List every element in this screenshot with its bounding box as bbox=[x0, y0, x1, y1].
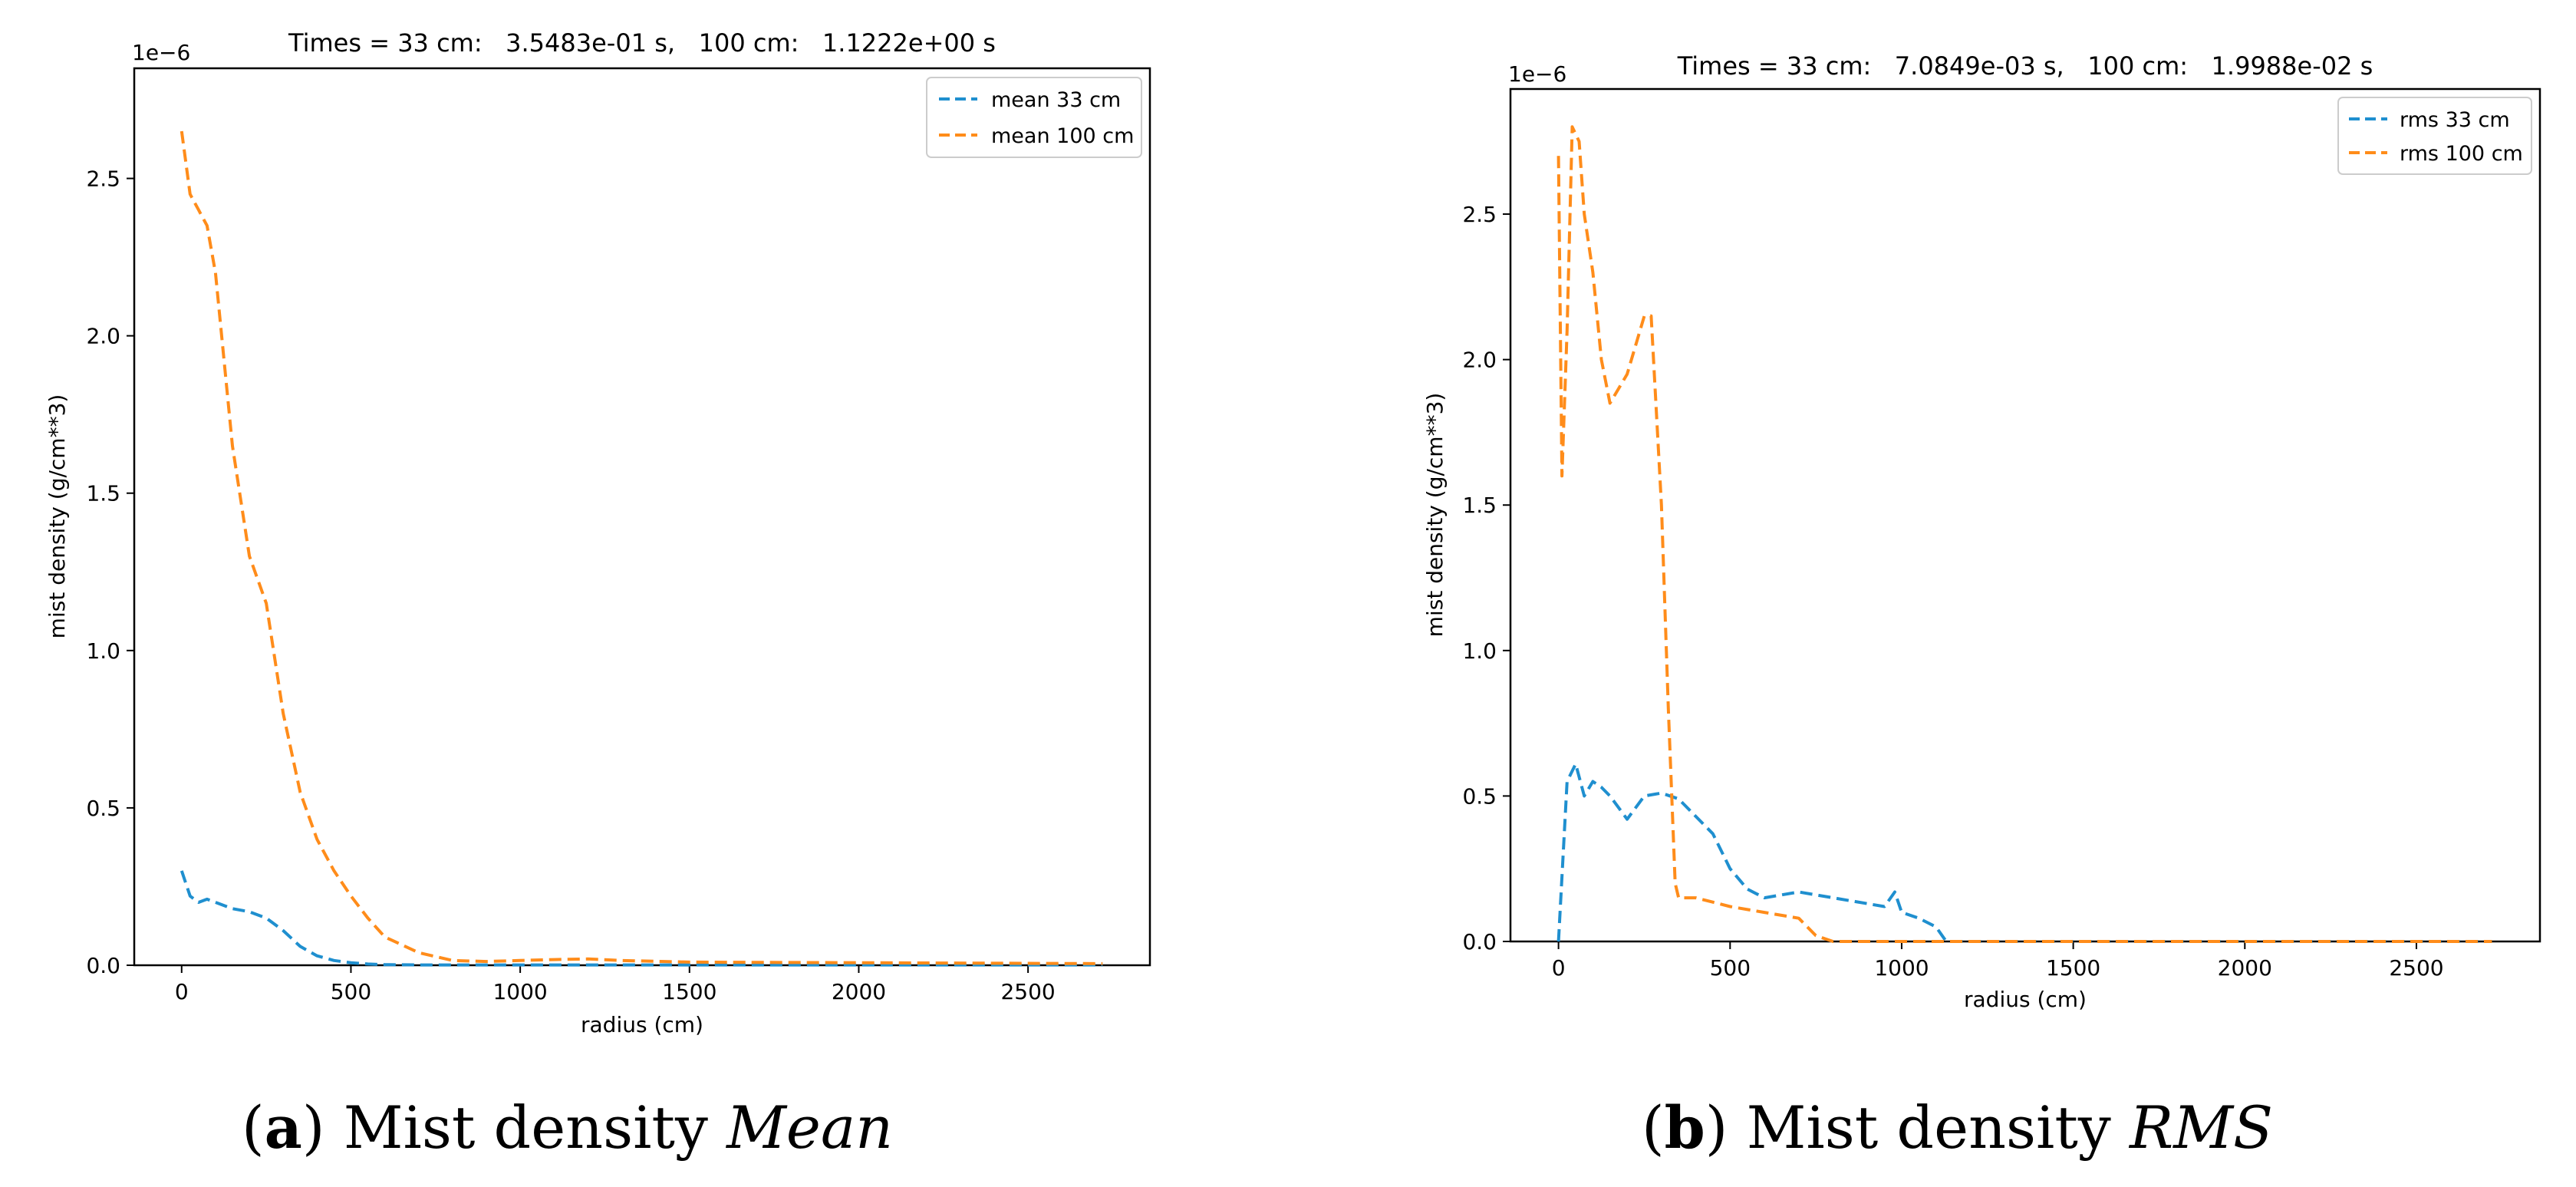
y-tick-label: 2.0 bbox=[1462, 348, 1497, 373]
x-tick-label: 2000 bbox=[2218, 955, 2272, 981]
x-tick-label: 2500 bbox=[1000, 979, 1055, 1004]
x-tick-label: 1000 bbox=[492, 979, 547, 1004]
y-tick-label: 1.0 bbox=[86, 638, 120, 664]
series-line-mean-33-cm bbox=[180, 870, 1103, 967]
caption-emphasis: RMS bbox=[2129, 1093, 2274, 1162]
caption-text: Mist density bbox=[1746, 1093, 2111, 1162]
chart-panel-mean: Times = 33 cm: 3.5483e-01 s, 100 cm: 1.1… bbox=[44, 28, 1151, 1037]
y-axis-ticks: 0.0 0.5 1.0 1.5 2.0 2.5 bbox=[1462, 202, 1510, 955]
caption-a: (a) Mist density Mean bbox=[242, 1093, 894, 1162]
legend-box bbox=[926, 77, 1142, 158]
y-tick-label: 0.5 bbox=[1462, 783, 1497, 809]
series-line-rms-100-cm bbox=[1556, 125, 2492, 943]
x-tick-label: 2000 bbox=[832, 979, 886, 1004]
x-tick-label: 1500 bbox=[2046, 955, 2100, 981]
caption-label: a bbox=[264, 1093, 302, 1162]
legend-label-rms-100: rms 100 cm bbox=[2400, 142, 2523, 166]
legend: rms 33 cm rms 100 cm bbox=[2337, 97, 2532, 175]
legend: mean 33 cm mean 100 cm bbox=[926, 77, 1142, 158]
y-axis-ticks: 0.0 0.5 1.0 1.5 2.0 2.5 bbox=[86, 167, 134, 978]
legend-label-mean-100: mean 100 cm bbox=[991, 124, 1134, 148]
chart-title: Times = 33 cm: 3.5483e-01 s, 100 cm: 1.1… bbox=[288, 28, 996, 58]
y-tick-label: 0.0 bbox=[86, 953, 120, 978]
y-axis-label: mist density (g/cm**3) bbox=[44, 394, 70, 639]
legend-box bbox=[2337, 97, 2532, 175]
plot-area-frame bbox=[133, 67, 1151, 967]
x-axis-label: radius (cm) bbox=[1964, 987, 2087, 1012]
y-tick-label: 2.5 bbox=[1462, 202, 1497, 227]
y-tick-label: 0.5 bbox=[86, 796, 120, 821]
x-tick-label: 1500 bbox=[662, 979, 716, 1004]
y-tick-label: 1.5 bbox=[86, 481, 120, 506]
legend-label-rms-33: rms 33 cm bbox=[2400, 108, 2510, 132]
x-tick-label: 0 bbox=[1552, 955, 1566, 981]
x-axis-ticks: 0 500 1000 1500 2000 2500 bbox=[175, 965, 1056, 1004]
plot-area-frame bbox=[1509, 87, 2541, 943]
series-line-rms-33-cm bbox=[1556, 762, 2492, 943]
y-tick-label: 2.5 bbox=[86, 167, 120, 192]
caption-b: (b) Mist density RMS bbox=[1642, 1093, 2274, 1162]
x-tick-label: 0 bbox=[175, 979, 189, 1004]
y-scale-label: 1e−6 bbox=[1508, 61, 1566, 87]
x-tick-label: 2500 bbox=[2389, 955, 2443, 981]
y-tick-label: 1.5 bbox=[1462, 493, 1497, 518]
x-axis-ticks: 0 500 1000 1500 2000 2500 bbox=[1552, 941, 2444, 981]
chart-panel-rms: Times = 33 cm: 7.0849e-03 s, 100 cm: 1.9… bbox=[1422, 51, 2541, 1012]
caption-label: b bbox=[1664, 1093, 1705, 1162]
chart-title: Times = 33 cm: 7.0849e-03 s, 100 cm: 1.9… bbox=[1677, 51, 2373, 81]
series-line-mean-100-cm bbox=[180, 130, 1103, 965]
x-tick-label: 500 bbox=[331, 979, 371, 1004]
x-tick-label: 1000 bbox=[1874, 955, 1929, 981]
y-tick-label: 2.0 bbox=[86, 324, 120, 349]
legend-label-mean-33: mean 33 cm bbox=[991, 88, 1121, 112]
x-tick-label: 500 bbox=[1710, 955, 1751, 981]
y-tick-label: 0.0 bbox=[1462, 929, 1497, 955]
y-axis-label: mist density (g/cm**3) bbox=[1422, 393, 1448, 638]
x-axis-label: radius (cm) bbox=[581, 1012, 703, 1037]
series-group bbox=[1556, 125, 2492, 943]
y-scale-label: 1e−6 bbox=[132, 40, 190, 65]
y-tick-label: 1.0 bbox=[1462, 638, 1497, 664]
caption-text: Mist density bbox=[343, 1093, 708, 1162]
caption-emphasis: Mean bbox=[726, 1093, 894, 1162]
series-group bbox=[180, 130, 1103, 967]
